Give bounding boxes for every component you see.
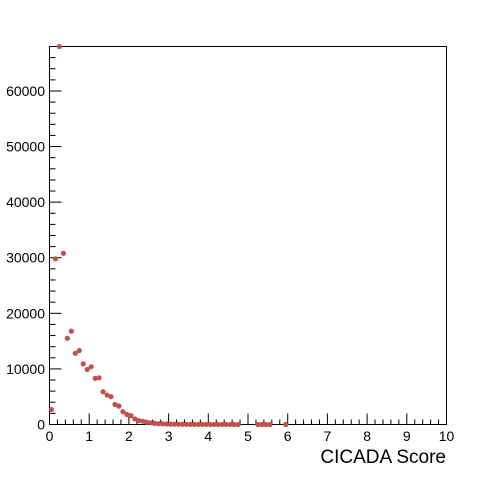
plot-frame	[49, 46, 447, 425]
y-tick-label: 30000	[6, 250, 45, 266]
y-tick-label: 40000	[6, 194, 45, 210]
data-point	[156, 421, 162, 427]
data-point	[223, 421, 229, 428]
data-point	[231, 421, 237, 428]
x-tick-label: 8	[363, 428, 371, 444]
data-points	[48, 43, 289, 428]
x-tick-label: 9	[403, 428, 411, 444]
data-point	[191, 421, 198, 427]
data-point	[124, 411, 130, 418]
data-point	[136, 418, 142, 424]
data-point	[259, 421, 265, 428]
data-point	[72, 350, 78, 356]
x-tick-label: 5	[244, 428, 252, 444]
y-tick-label: 20000	[6, 305, 45, 321]
data-point	[164, 421, 170, 427]
y-axis-ticks	[49, 46, 62, 425]
data-point	[116, 403, 122, 409]
data-point	[227, 421, 233, 428]
data-point	[215, 421, 221, 428]
data-point	[167, 421, 174, 427]
y-tick-label: 50000	[6, 139, 45, 155]
data-point	[199, 421, 205, 428]
x-axis-tick-labels: 0 1 2 3 4 5 6 7 8 9 10	[46, 428, 455, 444]
y-axis-tick-labels: 0 10000 20000 30000 40000 50000 60000	[6, 83, 45, 433]
data-point	[128, 413, 134, 419]
data-point	[68, 328, 74, 334]
data-point	[179, 421, 186, 427]
data-point	[207, 421, 213, 428]
data-point	[48, 406, 55, 413]
data-point	[187, 421, 194, 427]
x-tick-label: 1	[85, 428, 93, 444]
data-point	[88, 364, 94, 370]
data-point	[80, 361, 86, 367]
data-point	[283, 421, 289, 428]
data-point	[120, 409, 126, 415]
data-point	[52, 256, 59, 262]
data-point	[140, 418, 146, 424]
x-tick-label: 4	[204, 428, 212, 444]
data-point	[104, 392, 110, 398]
data-point	[76, 347, 82, 354]
data-point	[255, 421, 261, 428]
data-point	[171, 421, 178, 427]
x-axis-ticks	[49, 413, 447, 425]
data-point	[152, 420, 158, 426]
data-point	[160, 421, 166, 427]
data-point	[211, 421, 217, 428]
x-tick-label: 7	[324, 428, 332, 444]
x-tick-label: 2	[125, 428, 133, 444]
y-tick-label: 0	[37, 417, 45, 433]
data-point	[267, 421, 273, 428]
data-point	[144, 419, 150, 425]
data-point	[195, 421, 201, 427]
y-tick-label: 60000	[6, 83, 45, 99]
data-point	[112, 401, 118, 408]
data-point	[60, 250, 66, 256]
y-tick-label: 10000	[6, 361, 45, 377]
x-axis-label: CICADA Score	[320, 447, 446, 468]
data-point	[100, 389, 106, 395]
x-tick-label: 3	[165, 428, 173, 444]
data-point	[56, 43, 63, 50]
data-point	[203, 421, 209, 428]
x-tick-label: 10	[439, 428, 455, 444]
data-point	[64, 335, 70, 341]
data-point	[219, 421, 225, 428]
data-point	[96, 375, 102, 381]
x-tick-label: 6	[284, 428, 292, 444]
data-point	[175, 421, 182, 427]
data-point	[108, 394, 114, 400]
data-point	[84, 366, 90, 373]
data-point	[263, 421, 269, 428]
data-point	[183, 421, 190, 427]
x-tick-label: 0	[46, 428, 54, 444]
data-point	[92, 375, 98, 381]
data-point	[235, 421, 241, 428]
data-point	[148, 420, 154, 426]
data-point	[132, 416, 138, 422]
